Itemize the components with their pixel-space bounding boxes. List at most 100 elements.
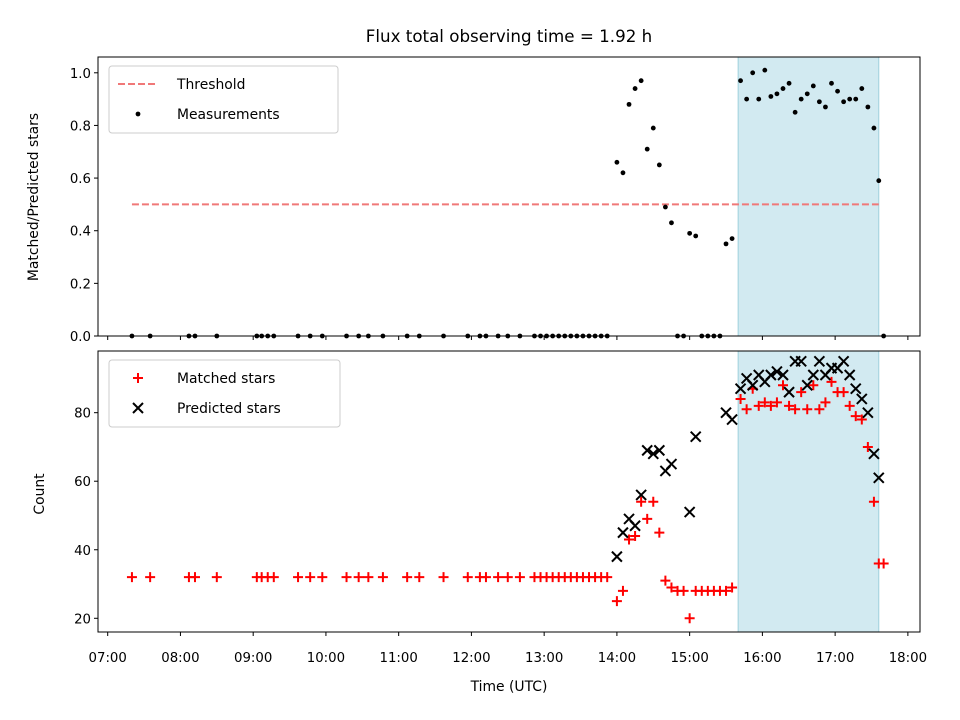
bottom-series-1 — [126, 376, 889, 624]
bottom-series-2 — [611, 355, 885, 563]
predicted-point — [653, 444, 666, 457]
matched-point — [414, 572, 425, 583]
matched-point — [493, 572, 504, 583]
measurement-point — [729, 236, 735, 242]
matched-point — [660, 575, 671, 586]
predicted-point — [726, 413, 738, 426]
x-tick-label: 12:00 — [452, 651, 490, 666]
matched-point — [341, 572, 352, 583]
matched-point — [630, 531, 641, 542]
x-tick-label: 10:00 — [307, 651, 345, 666]
measurement-point — [823, 104, 828, 110]
matched-point — [826, 376, 837, 387]
matched-point — [617, 585, 628, 596]
measurement-point — [798, 96, 804, 102]
matched-point — [642, 513, 653, 524]
measurement-point — [632, 86, 638, 91]
matched-point — [741, 404, 752, 415]
measurement-point — [650, 125, 656, 131]
bottom-panel: 20 40 60 80 07:00 08:00 09:00 10:00 11:00 12:00 13… — [74, 350, 927, 666]
measurement-point — [693, 233, 699, 239]
legend-box — [108, 65, 339, 134]
matched-point — [602, 572, 613, 583]
predicted-point — [771, 365, 783, 378]
predicted-point — [629, 520, 641, 532]
predicted-point — [801, 379, 813, 391]
measurement-point — [876, 178, 882, 184]
measurement-point — [644, 146, 650, 152]
matched-point — [654, 527, 665, 538]
bottom-legend: Matched stars Predicted stars — [108, 359, 341, 428]
predicted-point — [850, 382, 862, 395]
top-highlight-span — [737, 56, 880, 337]
y-tick-label: 0.2 — [70, 277, 91, 292]
measurement-point — [723, 241, 729, 247]
top-axes-frame — [97, 56, 921, 337]
matched-point — [363, 572, 374, 583]
predicted-point — [862, 406, 874, 419]
measurement-point — [829, 80, 834, 86]
measurement-point — [835, 88, 840, 94]
matched-point — [648, 496, 659, 507]
bottom-axes-frame — [97, 350, 921, 633]
top-panel: 0.0 0.2 0.4 0.6 0.8 1.0 Threshold Measurements — [70, 56, 921, 345]
measurement-point — [859, 86, 865, 91]
measurement-point — [865, 104, 871, 110]
x-tick-label: 11:00 — [380, 651, 418, 666]
matched-point — [611, 596, 622, 607]
legend-measurement-key — [135, 111, 141, 117]
legend-box — [108, 359, 341, 428]
measurement-point — [786, 80, 792, 86]
predicted-point — [635, 489, 647, 501]
legend-matched-key — [133, 373, 143, 383]
matched-point — [814, 404, 825, 415]
matched-point — [666, 582, 677, 593]
y-tick-label: 0.6 — [70, 172, 91, 187]
matched-point — [402, 572, 413, 583]
matched-point — [636, 496, 647, 507]
matched-point — [753, 400, 764, 411]
predicted-point — [611, 550, 623, 563]
matched-point — [838, 387, 849, 398]
matched-point — [735, 393, 746, 404]
matched-point — [438, 572, 449, 583]
legend-label: Predicted stars — [177, 401, 281, 417]
predicted-point — [746, 379, 759, 391]
y-tick-label: 0.4 — [70, 225, 91, 240]
measurement-point — [738, 78, 743, 84]
chart-title: Flux total observing time = 1.92 h — [366, 26, 652, 46]
predicted-point — [777, 369, 789, 381]
measurement-point — [792, 109, 798, 115]
y-tick-label: 20 — [74, 612, 91, 627]
x-axis-label: Time (UTC) — [470, 679, 548, 695]
x-tick-label: 08:00 — [161, 651, 199, 666]
measurement-point — [816, 99, 822, 105]
measurement-point — [871, 125, 877, 131]
matched-point — [765, 400, 776, 411]
predicted-point — [807, 369, 820, 381]
measurement-point — [762, 67, 768, 73]
matched-point — [678, 585, 689, 596]
measurement-point — [804, 91, 810, 97]
predicted-point — [734, 382, 747, 395]
measurement-point — [810, 83, 816, 89]
matched-point — [862, 441, 873, 452]
predicted-point — [856, 393, 868, 405]
measurement-point — [780, 86, 786, 91]
predicted-point — [765, 369, 777, 381]
x-tick-label: 07:00 — [89, 651, 127, 666]
matched-point — [293, 572, 304, 583]
measurement-point — [750, 70, 756, 76]
x-tick-label: 14:00 — [598, 651, 636, 666]
predicted-point — [795, 355, 807, 367]
x-tick-label: 13:00 — [525, 651, 563, 666]
matched-point — [790, 404, 801, 415]
predicted-point — [783, 386, 795, 398]
measurement-point — [614, 159, 620, 165]
top-legend: Threshold Measurements — [108, 65, 339, 134]
measurement-point — [847, 96, 853, 102]
legend-label: Measurements — [177, 107, 280, 123]
y-tick-label: 1.0 — [70, 67, 91, 82]
y-tick-label: 60 — [74, 475, 91, 490]
